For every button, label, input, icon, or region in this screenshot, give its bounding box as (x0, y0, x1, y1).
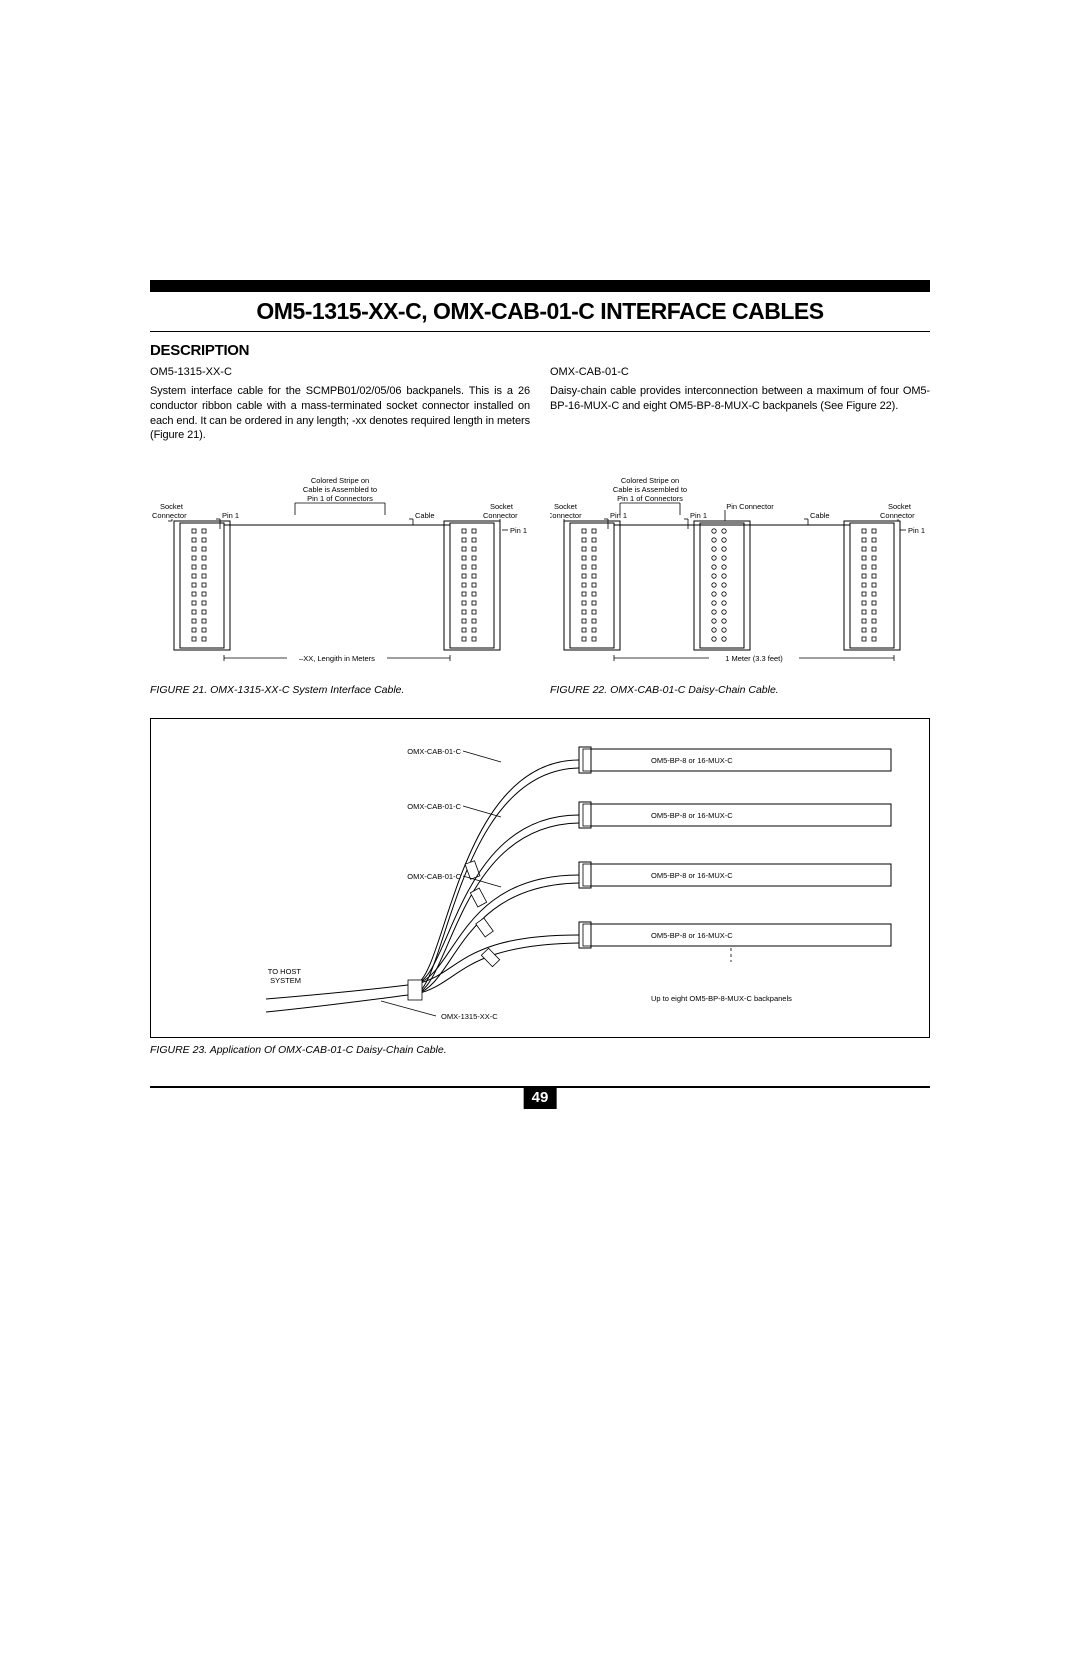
figure-21: Colored Stripe onCable is Assembled toPi… (150, 473, 530, 696)
right-subheading: OMX-CAB-01-C (550, 365, 930, 380)
figure-22-svg: Colored Stripe onCable is Assembled toPi… (550, 473, 930, 673)
figure-23: OM5-BP-8 or 16-MUX-C OM5-BP-8 or 16-MUX-C… (150, 718, 930, 1056)
svg-text:Socket: Socket (554, 502, 578, 511)
svg-text:1 Meter (3.3 feet): 1 Meter (3.3 feet) (725, 654, 783, 663)
svg-text:Pin 1: Pin 1 (510, 526, 527, 535)
svg-text:OM5-BP-8 or 16-MUX-C: OM5-BP-8 or 16-MUX-C (651, 931, 733, 940)
figure-22-caption: FIGURE 22. OMX-CAB-01-C Daisy-Chain Cabl… (550, 684, 930, 696)
svg-text:Pin 1 of Connectors: Pin 1 of Connectors (307, 494, 373, 503)
svg-text:OMX-1315-XX-C: OMX-1315-XX-C (441, 1012, 498, 1021)
page-content: OM5-1315-XX-C, OMX-CAB-01-C INTERFACE CA… (150, 280, 930, 1116)
svg-text:Colored Stripe on: Colored Stripe on (311, 476, 369, 485)
footer-line: 49 (150, 1086, 930, 1116)
svg-text:Up to eight OM5-BP-8-MUX-C bac: Up to eight OM5-BP-8-MUX-C backpanels (651, 994, 792, 1003)
svg-text:Pin 1 of Connectors: Pin 1 of Connectors (617, 494, 683, 503)
right-body: Daisy-chain cable provides interconnecti… (550, 384, 930, 414)
svg-text:Cable: Cable (810, 511, 830, 520)
left-column: OM5-1315-XX-C System interface cable for… (150, 365, 530, 443)
figures-row: Colored Stripe onCable is Assembled toPi… (150, 473, 930, 696)
figure-21-svg: Colored Stripe onCable is Assembled toPi… (150, 473, 530, 673)
figure-23-box: OM5-BP-8 or 16-MUX-C OM5-BP-8 or 16-MUX-C… (150, 718, 930, 1038)
svg-text:Socket: Socket (490, 502, 514, 511)
svg-text:Connector: Connector (483, 511, 518, 520)
svg-text:TO HOST: TO HOST (268, 967, 302, 976)
page-title: OM5-1315-XX-C, OMX-CAB-01-C INTERFACE CA… (150, 298, 930, 325)
svg-text:Pin 1: Pin 1 (690, 511, 707, 520)
figure-23-svg: OM5-BP-8 or 16-MUX-C OM5-BP-8 or 16-MUX-C… (151, 719, 929, 1037)
svg-text:OM5-BP-8 or 16-MUX-C: OM5-BP-8 or 16-MUX-C (651, 756, 733, 765)
figure-21-caption: FIGURE 21. OMX-1315-XX-C System Interfac… (150, 684, 530, 696)
svg-text:OMX-CAB-01-C: OMX-CAB-01-C (407, 802, 461, 811)
svg-text:OMX-CAB-01-C: OMX-CAB-01-C (407, 747, 461, 756)
svg-text:OMX-CAB-01-C: OMX-CAB-01-C (407, 872, 461, 881)
svg-text:Pin 1: Pin 1 (610, 511, 627, 520)
figure-22: Colored Stripe onCable is Assembled toPi… (550, 473, 930, 696)
description-columns: OM5-1315-XX-C System interface cable for… (150, 365, 930, 443)
svg-text:OM5-BP-8 or 16-MUX-C: OM5-BP-8 or 16-MUX-C (651, 811, 733, 820)
left-subheading: OM5-1315-XX-C (150, 365, 530, 380)
svg-text:Socket: Socket (888, 502, 912, 511)
svg-text:Pin Connector: Pin Connector (726, 502, 774, 511)
svg-text:–XX, Lengith in Meters: –XX, Lengith in Meters (299, 654, 375, 663)
right-column: OMX-CAB-01-C Daisy-chain cable provides … (550, 365, 930, 443)
svg-text:Cable: Cable (415, 511, 435, 520)
svg-text:Connector: Connector (880, 511, 915, 520)
section-heading: DESCRIPTION (150, 342, 930, 359)
svg-text:Connector: Connector (550, 511, 582, 520)
svg-text:Socket: Socket (160, 502, 184, 511)
svg-text:Pin 1: Pin 1 (908, 526, 925, 535)
figure-23-caption: FIGURE 23. Application Of OMX-CAB-01-C D… (150, 1044, 930, 1056)
svg-text:SYSTEM: SYSTEM (270, 976, 301, 985)
svg-text:Cable is Assembled to: Cable is Assembled to (303, 485, 377, 494)
svg-text:Pin 1: Pin 1 (222, 511, 239, 520)
title-bar (150, 280, 930, 292)
svg-text:Cable is Assembled to: Cable is Assembled to (613, 485, 687, 494)
page-number: 49 (524, 1086, 557, 1109)
left-body: System interface cable for the SCMPB01/0… (150, 384, 530, 443)
svg-text:Colored Stripe on: Colored Stripe on (621, 476, 679, 485)
svg-text:Connector: Connector (152, 511, 187, 520)
title-underline (150, 331, 930, 332)
svg-text:OM5-BP-8 or 16-MUX-C: OM5-BP-8 or 16-MUX-C (651, 871, 733, 880)
